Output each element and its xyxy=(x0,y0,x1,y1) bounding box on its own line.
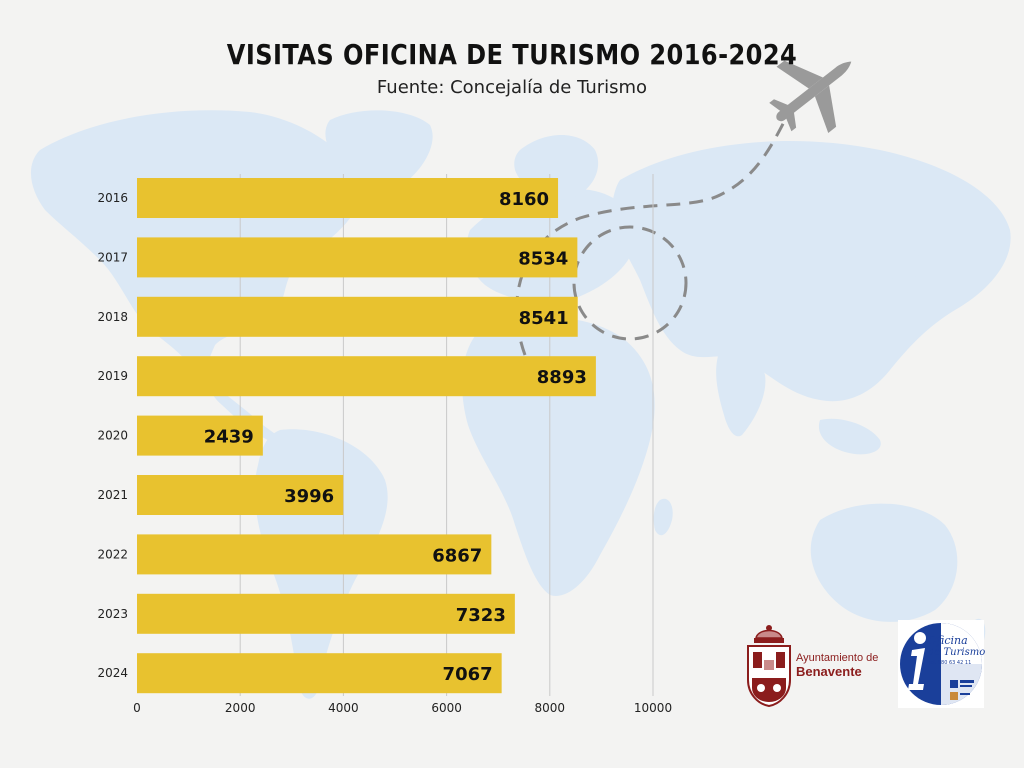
y-category-label: 2018 xyxy=(97,310,128,324)
x-tick-label: 10000 xyxy=(634,701,672,715)
y-category-label: 2017 xyxy=(97,250,128,264)
bar-2016 xyxy=(137,178,559,218)
map-australia xyxy=(810,503,958,622)
y-category-label: 2020 xyxy=(97,429,128,443)
map-madagascar xyxy=(653,498,673,536)
bar-value-label: 7323 xyxy=(456,605,506,626)
map-india xyxy=(716,348,766,437)
bar-2023 xyxy=(137,593,515,634)
y-category-label: 2023 xyxy=(97,607,128,621)
bar-2017 xyxy=(137,237,578,278)
map-greenland xyxy=(325,110,433,191)
coat-of-arms-icon xyxy=(747,625,791,708)
x-tick-label: 0 xyxy=(133,701,141,715)
x-tick-label: 6000 xyxy=(431,701,462,715)
y-category-label: 2022 xyxy=(97,547,128,561)
map-southeast-asia xyxy=(818,418,881,455)
bar-value-label: 7067 xyxy=(443,664,493,685)
info-icon xyxy=(898,620,984,708)
de-turismo-label: de Turismo xyxy=(928,647,986,658)
airplane-icon xyxy=(769,60,852,133)
bar-value-label: 3996 xyxy=(284,486,334,507)
x-tick-label: 8000 xyxy=(535,701,566,715)
y-category-label: 2016 xyxy=(97,191,128,205)
chart-subtitle: Fuente: Concejalía de Turismo xyxy=(376,77,648,98)
oficina-label: Oficina xyxy=(928,634,968,647)
bar-2020 xyxy=(137,415,263,456)
x-tick-label: 2000 xyxy=(225,701,256,715)
flight-path xyxy=(515,109,792,356)
ayuntamiento-logo: Ayuntamiento de Benavente xyxy=(744,622,894,710)
bar-2019 xyxy=(137,356,596,397)
route-circle xyxy=(572,225,688,341)
bar-value-label: 8893 xyxy=(537,367,587,388)
bar-2022 xyxy=(137,534,492,575)
map-asia xyxy=(611,141,1011,402)
chart-title: VISITAS OFICINA DE TURISMO 2016-2024 xyxy=(226,38,798,71)
bar-value-label: 8541 xyxy=(519,308,569,329)
map-japan xyxy=(891,248,920,301)
benavente-label: Benavente xyxy=(796,664,862,679)
bars xyxy=(137,178,596,694)
ayuntamiento-label: Ayuntamiento de xyxy=(796,652,879,664)
bar-value-label: 2439 xyxy=(204,427,254,448)
bar-value-label: 8534 xyxy=(518,248,568,269)
y-category-label: 2021 xyxy=(97,488,128,502)
bar-value-label: 8160 xyxy=(499,189,549,210)
bar-2024 xyxy=(137,653,502,694)
x-tick-label: 4000 xyxy=(328,701,359,715)
y-category-label: 2019 xyxy=(97,369,128,383)
bar-2021 xyxy=(137,475,344,515)
bar-2018 xyxy=(137,296,578,337)
oficina-turismo-logo: Oficina de Turismo Tel. 980 63 42 11 xyxy=(898,620,986,708)
y-category-label: 2024 xyxy=(97,666,128,680)
phone-label: Tel. 980 63 42 11 xyxy=(928,660,972,666)
bar-value-label: 6867 xyxy=(432,545,482,566)
labels: 0 2000 4000 6000 8000 10000 2016 8160 2017 8534 20… xyxy=(97,189,672,715)
